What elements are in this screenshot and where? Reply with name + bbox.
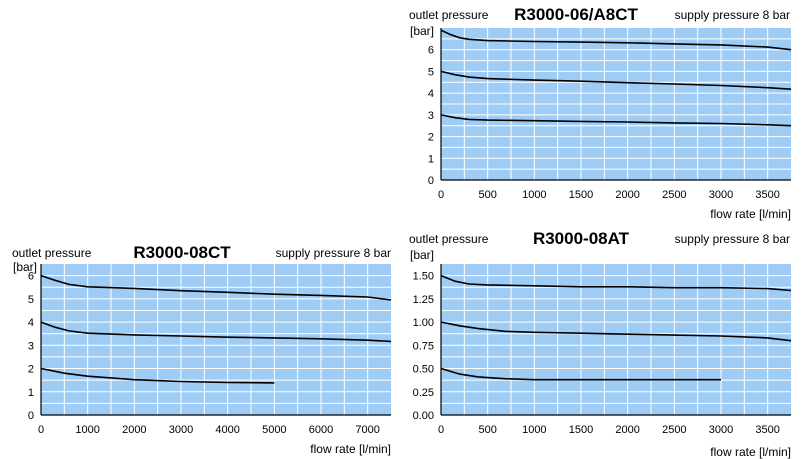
chart1-xlabel: flow rate [l/min] [710,207,791,221]
chart2-series-line-3 [40,367,275,384]
chart3-x-tick-label: 1000 [522,424,546,436]
chart2-y-tick-label: 5 [28,294,34,306]
chart1-x-tick-label: 0 [438,189,444,201]
chart3-series-line-1 [440,274,792,292]
chart2-yunit: [bar] [13,260,37,274]
chart2-x-tick-label: 4000 [215,424,239,436]
chart3-x-tick-label: 1500 [569,424,593,436]
chart1-y-tick-label: 1 [428,153,434,165]
chart3-y-tick-label: 1.25 [413,294,434,306]
chart2-xlabel: flow rate [l/min] [310,442,391,456]
chart3-title: R3000-08AT [533,229,630,248]
chart1-yunit: [bar] [410,24,434,38]
chart1-x-tick-label: 500 [478,189,496,201]
chart1-y-tick-label: 2 [428,132,434,144]
chart2-y-tick-label: 0 [28,410,34,422]
chart3-series-line-3 [440,367,721,381]
chart1-title: R3000-06/A8CT [514,5,638,24]
chart3-y-tick-label: 1.00 [413,317,434,329]
chart2-x-tick-label: 3000 [169,424,193,436]
chart3-y-tick-label: 0.00 [413,410,434,422]
chart3-ylabel: outlet pressure [409,232,489,246]
chart1-y-tick-label: 0 [428,175,434,187]
chart1-y-tick-label: 3 [428,110,434,122]
chart3-y-tick-label: 1.50 [413,271,434,283]
chart1-series-line-2 [440,70,792,90]
chart2-x-tick-label: 5000 [262,424,286,436]
chart1-y-tick-label: 4 [428,88,434,100]
chart1-subtitle: supply pressure 8 bar [675,8,790,22]
chart1-x-tick-label: 3500 [755,189,779,201]
chart2-y-tick-label: 2 [28,364,34,376]
chart3-plot-area [441,264,791,415]
chart3-x-tick-label: 2000 [615,424,639,436]
chart2-series-line-2 [40,321,392,343]
chart2-title: R3000-08CT [133,243,231,262]
chart2-y-tick-label: 4 [28,317,34,329]
chart1-x-tick-label: 1000 [522,189,546,201]
chart3-y-tick-label: 0.75 [413,340,434,352]
chart1-y-tick-label: 5 [428,66,434,78]
chart2-y-tick-label: 1 [28,387,34,399]
chart3-subtitle: supply pressure 8 bar [675,232,790,246]
chart2-x-tick-label: 0 [38,424,44,436]
chart3-x-tick-label: 500 [478,424,496,436]
chart2-x-tick-label: 1000 [75,424,99,436]
chart3-xlabel: flow rate [l/min] [710,445,791,459]
chart2-x-tick-label: 7000 [355,424,379,436]
chart3-x-tick-label: 3500 [755,424,779,436]
chart1-x-tick-label: 2500 [662,189,686,201]
chart3-y-tick-label: 0.25 [413,387,434,399]
chart1-series-line-1 [440,29,792,51]
chart2-ylabel: outlet pressure [12,246,92,260]
chart2-x-tick-label: 2000 [122,424,146,436]
chart1-series-line-3 [440,114,792,127]
chart3-series-line-2 [440,321,792,342]
chart1-ylabel: outlet pressure [409,8,489,22]
chart3-x-tick-label: 2500 [662,424,686,436]
chart2-y-tick-label: 6 [28,271,34,283]
chart3-x-tick-label: 3000 [709,424,733,436]
chart2-x-tick-label: 6000 [309,424,333,436]
chart3-yunit: [bar] [410,248,434,262]
chart2-series-line-1 [40,274,392,301]
chart2-subtitle: supply pressure 8 bar [276,246,391,260]
chart2-y-tick-label: 3 [28,340,34,352]
chart3-x-tick-label: 0 [438,424,444,436]
chart1-x-tick-label: 3000 [709,189,733,201]
chart1-x-tick-label: 2000 [615,189,639,201]
chart3-y-tick-label: 0.50 [413,364,434,376]
chart1-x-tick-label: 1500 [569,189,593,201]
chart1-y-tick-label: 6 [428,45,434,57]
